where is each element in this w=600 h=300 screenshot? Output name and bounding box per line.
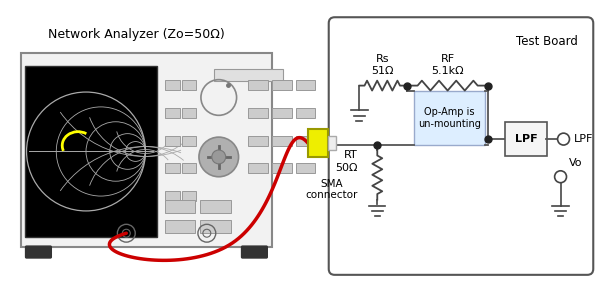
Circle shape bbox=[212, 150, 226, 164]
FancyBboxPatch shape bbox=[165, 80, 179, 90]
Circle shape bbox=[554, 171, 566, 183]
FancyBboxPatch shape bbox=[272, 108, 292, 118]
Text: LPF: LPF bbox=[515, 134, 537, 144]
FancyBboxPatch shape bbox=[165, 136, 179, 146]
FancyBboxPatch shape bbox=[248, 80, 268, 90]
FancyBboxPatch shape bbox=[308, 129, 328, 157]
FancyBboxPatch shape bbox=[248, 164, 268, 173]
FancyBboxPatch shape bbox=[296, 164, 316, 173]
FancyBboxPatch shape bbox=[165, 200, 196, 213]
FancyBboxPatch shape bbox=[505, 122, 547, 156]
FancyBboxPatch shape bbox=[182, 108, 196, 118]
FancyBboxPatch shape bbox=[214, 69, 283, 81]
Text: RT: RT bbox=[344, 150, 358, 160]
Circle shape bbox=[199, 137, 239, 177]
FancyBboxPatch shape bbox=[182, 80, 196, 90]
FancyBboxPatch shape bbox=[165, 164, 179, 173]
FancyBboxPatch shape bbox=[414, 91, 485, 145]
Text: LPF: LPF bbox=[574, 134, 593, 144]
FancyBboxPatch shape bbox=[248, 108, 268, 118]
Text: 51Ω: 51Ω bbox=[371, 66, 394, 76]
Text: Op-Amp is
un-mounting: Op-Amp is un-mounting bbox=[418, 107, 481, 129]
FancyBboxPatch shape bbox=[182, 136, 196, 146]
FancyBboxPatch shape bbox=[165, 220, 196, 233]
Text: SMA
connector: SMA connector bbox=[305, 179, 358, 200]
FancyBboxPatch shape bbox=[165, 108, 179, 118]
FancyBboxPatch shape bbox=[200, 200, 231, 213]
Text: Network Analyzer (Zo=50Ω): Network Analyzer (Zo=50Ω) bbox=[48, 28, 225, 41]
Text: 5.1kΩ: 5.1kΩ bbox=[431, 66, 464, 76]
FancyBboxPatch shape bbox=[272, 164, 292, 173]
Text: Rs: Rs bbox=[376, 54, 389, 64]
FancyBboxPatch shape bbox=[296, 80, 316, 90]
FancyBboxPatch shape bbox=[20, 53, 272, 247]
FancyBboxPatch shape bbox=[242, 246, 268, 258]
FancyBboxPatch shape bbox=[328, 136, 335, 150]
FancyBboxPatch shape bbox=[296, 108, 316, 118]
FancyBboxPatch shape bbox=[182, 191, 196, 201]
FancyBboxPatch shape bbox=[248, 136, 268, 146]
Text: Test Board: Test Board bbox=[515, 35, 577, 48]
FancyBboxPatch shape bbox=[329, 17, 593, 275]
FancyBboxPatch shape bbox=[26, 246, 52, 258]
Text: Vo: Vo bbox=[568, 158, 582, 168]
FancyBboxPatch shape bbox=[296, 136, 316, 146]
FancyBboxPatch shape bbox=[200, 220, 231, 233]
Bar bbox=[25, 66, 157, 237]
FancyBboxPatch shape bbox=[272, 136, 292, 146]
Text: RF: RF bbox=[440, 54, 455, 64]
Text: 50Ω: 50Ω bbox=[335, 163, 358, 173]
FancyBboxPatch shape bbox=[165, 191, 179, 201]
Circle shape bbox=[557, 133, 569, 145]
FancyBboxPatch shape bbox=[272, 80, 292, 90]
FancyBboxPatch shape bbox=[182, 164, 196, 173]
